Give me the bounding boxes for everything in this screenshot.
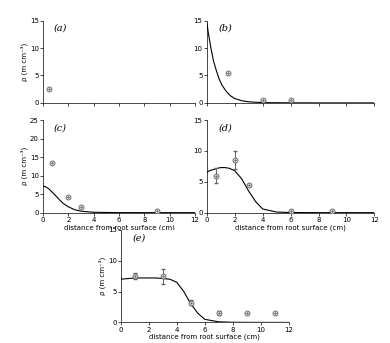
Y-axis label: ρ (m cm⁻³): ρ (m cm⁻³) — [99, 257, 106, 295]
Y-axis label: ρ (m cm⁻³): ρ (m cm⁻³) — [21, 43, 28, 81]
X-axis label: distance from root surface (cm): distance from root surface (cm) — [235, 224, 346, 231]
Y-axis label: ρ (m cm⁻³): ρ (m cm⁻³) — [21, 147, 28, 186]
Text: (b): (b) — [218, 24, 232, 33]
Text: (a): (a) — [53, 24, 67, 33]
Text: (d): (d) — [218, 124, 232, 133]
X-axis label: distance from root surface (cm): distance from root surface (cm) — [64, 224, 174, 231]
X-axis label: distance from root surface (cm): distance from root surface (cm) — [149, 334, 260, 341]
Text: (c): (c) — [53, 124, 67, 133]
Text: (e): (e) — [133, 234, 146, 243]
